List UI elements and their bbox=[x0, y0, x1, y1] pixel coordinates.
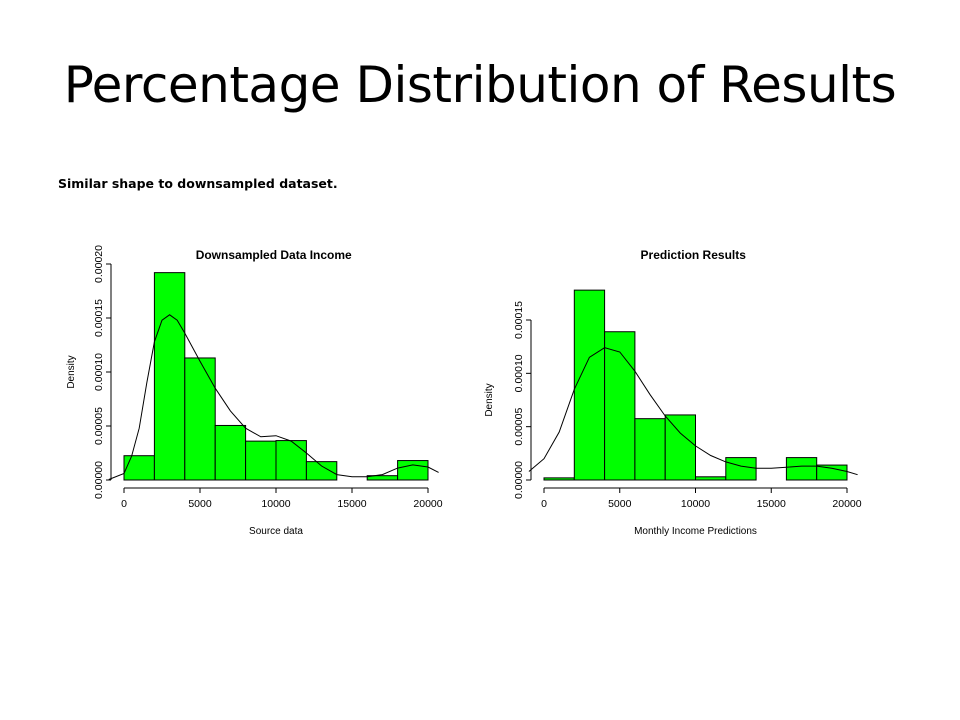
histogram-bar bbox=[725, 457, 757, 481]
x-tick-label: 15000 bbox=[757, 498, 786, 510]
y-tick-label: 0.00000 bbox=[93, 461, 105, 499]
histogram-bar bbox=[153, 272, 186, 481]
histogram-bar bbox=[816, 464, 848, 481]
histogram-bar bbox=[275, 440, 307, 481]
histogram-bar bbox=[305, 461, 338, 481]
histogram-downsampled-data-income: Downsampled Data Income 0 5000 10000 15000 20… bbox=[66, 245, 443, 537]
histogram-bar bbox=[573, 289, 606, 481]
histogram-bar bbox=[664, 414, 696, 481]
y-tick-label: 0.00010 bbox=[93, 353, 105, 391]
chart-title: Downsampled Data Income bbox=[196, 248, 352, 262]
histogram-bar bbox=[245, 440, 277, 481]
x-axis-label: Source data bbox=[249, 526, 303, 537]
x-tick-label: 10000 bbox=[681, 498, 710, 510]
histogram-bar bbox=[397, 460, 429, 481]
y-tick-label: 0.00015 bbox=[93, 299, 105, 337]
x-tick-label: 5000 bbox=[608, 498, 632, 510]
y-tick-label: 0.00010 bbox=[513, 354, 525, 392]
x-tick-label: 10000 bbox=[261, 498, 290, 510]
y-axis-label: Density bbox=[66, 355, 77, 388]
x-tick-label: 15000 bbox=[337, 498, 366, 510]
y-tick-label: 0.00005 bbox=[513, 408, 525, 446]
density-curve bbox=[528, 347, 858, 476]
histogram-prediction-results: Prediction Results 0 5000 10000 15000 20000 Mo… bbox=[484, 248, 862, 537]
histogram-bar bbox=[214, 424, 247, 481]
histogram-bar bbox=[785, 457, 818, 481]
density-curve bbox=[108, 314, 439, 480]
x-tick-label: 0 bbox=[541, 498, 547, 510]
y-tick-label: 0.00020 bbox=[93, 245, 105, 283]
x-tick-label: 5000 bbox=[188, 498, 212, 510]
y-tick-label: 0.00000 bbox=[513, 461, 525, 499]
histogram-bar bbox=[634, 418, 666, 481]
histogram-bar bbox=[184, 357, 216, 481]
x-tick-label: 0 bbox=[121, 498, 127, 510]
histogram-bar bbox=[604, 331, 636, 481]
slide-subtitle: Similar shape to downsampled dataset. bbox=[58, 176, 338, 191]
y-tick-label: 0.00005 bbox=[93, 407, 105, 445]
slide-title: Percentage Distribution of Results bbox=[63, 56, 897, 114]
y-tick-label: 0.00015 bbox=[513, 301, 525, 339]
histogram-bar bbox=[123, 455, 155, 481]
chart-title: Prediction Results bbox=[641, 248, 747, 262]
x-axis-label: Monthly Income Predictions bbox=[634, 526, 757, 537]
x-tick-label: 20000 bbox=[832, 498, 861, 510]
histogram-bar bbox=[695, 476, 727, 481]
histogram-bar bbox=[543, 477, 575, 481]
y-axis-label: Density bbox=[484, 383, 495, 416]
x-tick-label: 20000 bbox=[413, 498, 442, 510]
